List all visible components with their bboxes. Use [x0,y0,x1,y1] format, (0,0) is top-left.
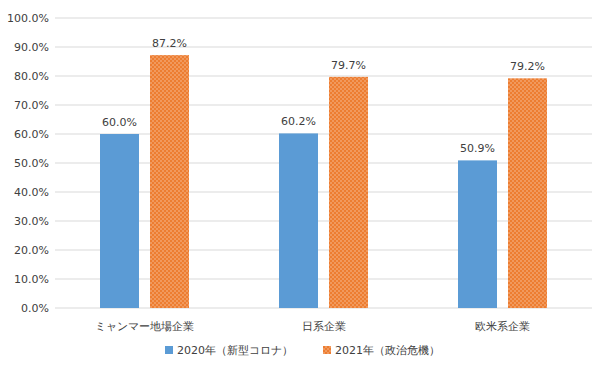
grid-line [55,18,592,19]
y-tick-label: 20.0% [14,244,49,257]
legend-swatch [323,346,331,354]
data-label: 60.2% [281,115,316,128]
legend-label: 2020年（新型コロナ） [177,344,293,357]
chart: 0.0% 10.0% 20.0% 30.0% 40.0% 50.0% 60.0% 70.0% 8… [0,0,605,372]
data-label: 50.9% [460,142,495,155]
x-tick-label: 日系企業 [302,320,346,333]
data-label: 87.2% [152,37,187,50]
y-tick-label: 80.0% [14,70,49,83]
bar [329,77,368,308]
y-tick-label: 70.0% [14,99,49,112]
y-tick-label: 30.0% [14,215,49,228]
legend-item: 2021年（政治危機） [323,344,440,357]
bar [458,160,497,308]
x-tick-label: 欧米系企業 [475,320,530,333]
data-label: 79.7% [331,59,366,72]
data-labels: 60.0% 60.2% 50.9% 87.2% 79.7% 79.2% [102,37,545,155]
legend: 2020年（新型コロナ） 2021年（政治危機） [165,344,440,357]
x-tick-label: ミャンマー地場企業 [95,320,194,333]
bar [100,134,139,308]
y-tick-label: 100.0% [7,12,49,25]
bar [508,78,547,308]
grid-line [55,76,592,77]
data-label: 79.2% [510,60,545,73]
bar [150,55,189,308]
y-tick-label: 50.0% [14,157,49,170]
y-tick-label: 90.0% [14,41,49,54]
legend-label: 2021年（政治危機） [335,344,440,357]
y-tick-label: 0.0% [21,302,49,315]
page: {"chart_data": { "type": "bar", "categor… [0,0,605,372]
y-tick-label: 40.0% [14,186,49,199]
y-tick-label: 60.0% [14,128,49,141]
legend-item: 2020年（新型コロナ） [165,344,293,357]
data-label: 60.0% [102,116,137,129]
grid [55,18,592,308]
bar [279,133,318,308]
y-tick-label: 10.0% [14,273,49,286]
legend-swatch [165,346,173,354]
bars [100,55,547,308]
grid-line [55,47,592,48]
